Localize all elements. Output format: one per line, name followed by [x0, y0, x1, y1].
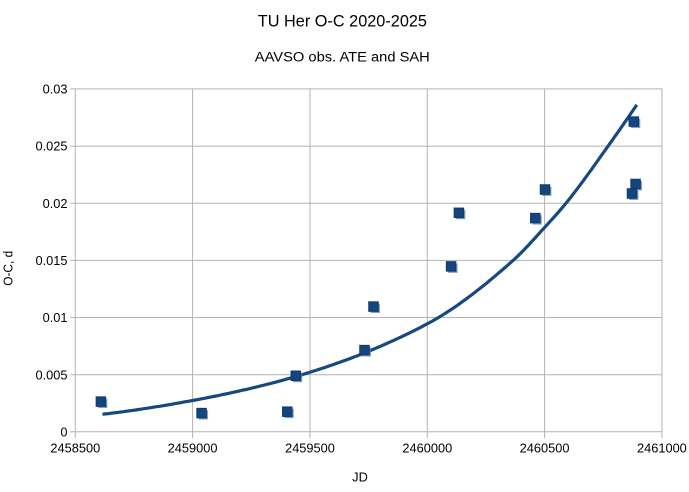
svg-text:0.01: 0.01: [43, 310, 68, 325]
svg-text:0.005: 0.005: [35, 367, 67, 382]
svg-text:2460000: 2460000: [402, 441, 452, 456]
svg-text:TU Her O-C 2020-2025: TU Her O-C 2020-2025: [258, 11, 427, 30]
svg-text:0.02: 0.02: [43, 196, 68, 211]
svg-text:0.015: 0.015: [35, 253, 67, 268]
svg-text:AAVSO obs. ATE and SAH: AAVSO obs. ATE and SAH: [255, 48, 430, 64]
svg-text:2458500: 2458500: [50, 441, 100, 456]
svg-text:2459500: 2459500: [285, 441, 335, 456]
svg-text:0.025: 0.025: [35, 139, 67, 154]
svg-text:2459000: 2459000: [168, 441, 218, 456]
svg-text:O-C, d: O-C, d: [0, 251, 15, 286]
svg-text:0: 0: [60, 424, 67, 439]
svg-text:2461000: 2461000: [637, 441, 687, 456]
svg-text:2460500: 2460500: [520, 441, 570, 456]
svg-text:0.03: 0.03: [43, 82, 68, 97]
svg-text:JD: JD: [352, 470, 368, 485]
